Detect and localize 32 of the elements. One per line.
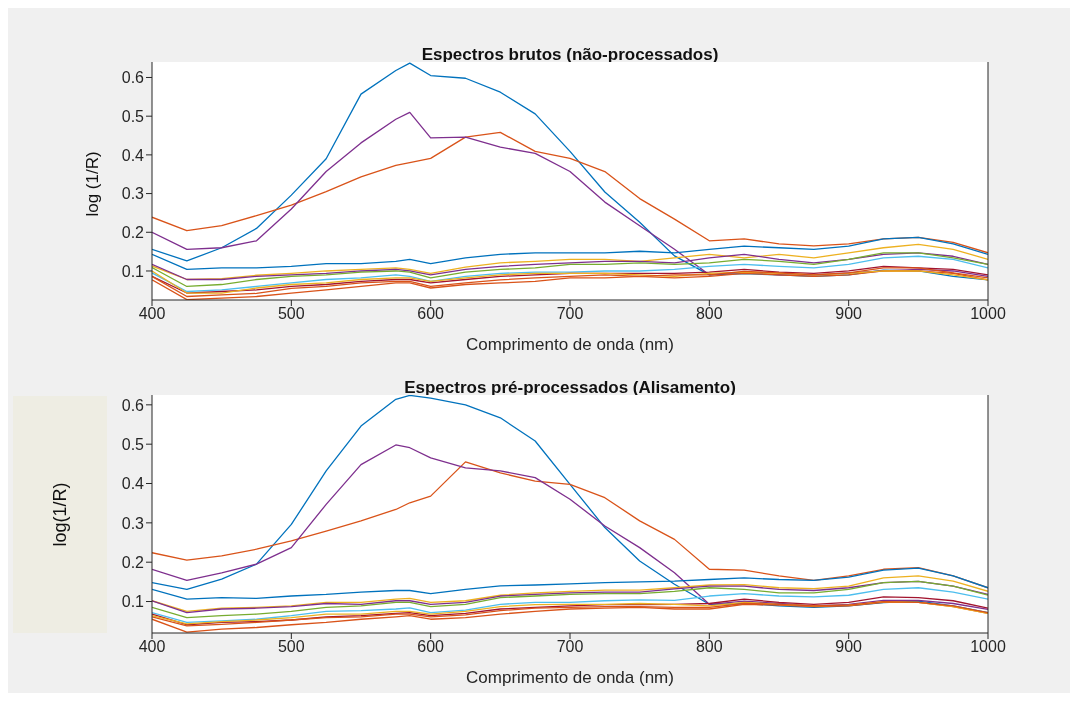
x-tick-label: 1000 <box>970 305 1006 323</box>
x-tick-label: 700 <box>556 638 584 656</box>
x-tick-label: 900 <box>835 305 863 323</box>
y-tick-label: 0.5 <box>121 435 145 453</box>
y-tick-label: 0.1 <box>121 262 145 280</box>
y-axis-title: log(1/R) <box>49 482 71 547</box>
x-axis-title: Comprimento de onda (nm) <box>466 668 674 687</box>
y-tick-label: 0.3 <box>121 514 145 532</box>
x-tick-label: 500 <box>277 305 305 323</box>
y-tick-label: 0.3 <box>121 185 145 203</box>
chart-title: Espectros pré-processados (Alisamento) <box>403 378 737 398</box>
y-axis-title: log (1/R) <box>83 150 103 217</box>
x-tick-label: 900 <box>835 638 863 656</box>
x-tick-label: 1000 <box>970 638 1006 656</box>
x-tick-label: 800 <box>695 638 723 656</box>
y-tick-label: 0.4 <box>121 475 145 493</box>
x-tick-label: 600 <box>417 305 445 323</box>
y-tick-label: 0.6 <box>121 69 145 87</box>
x-tick-label: 500 <box>277 638 305 656</box>
y-tick-label: 0.2 <box>121 223 145 241</box>
x-axis-title: Comprimento de onda (nm) <box>466 335 674 354</box>
y-tick-label: 0.5 <box>121 107 145 125</box>
x-tick-label: 600 <box>417 638 445 656</box>
x-tick-label: 700 <box>556 305 584 323</box>
y-tick-label: 0.6 <box>121 396 145 414</box>
y-tick-label: 0.2 <box>121 553 145 571</box>
x-tick-label: 800 <box>695 305 723 323</box>
x-tick-label: 400 <box>138 305 166 323</box>
y-tick-label: 0.1 <box>121 593 145 611</box>
x-tick-label: 400 <box>138 638 166 656</box>
chart-title: Espectros brutos (não-processados) <box>420 45 720 65</box>
y-tick-label: 0.4 <box>121 146 145 164</box>
